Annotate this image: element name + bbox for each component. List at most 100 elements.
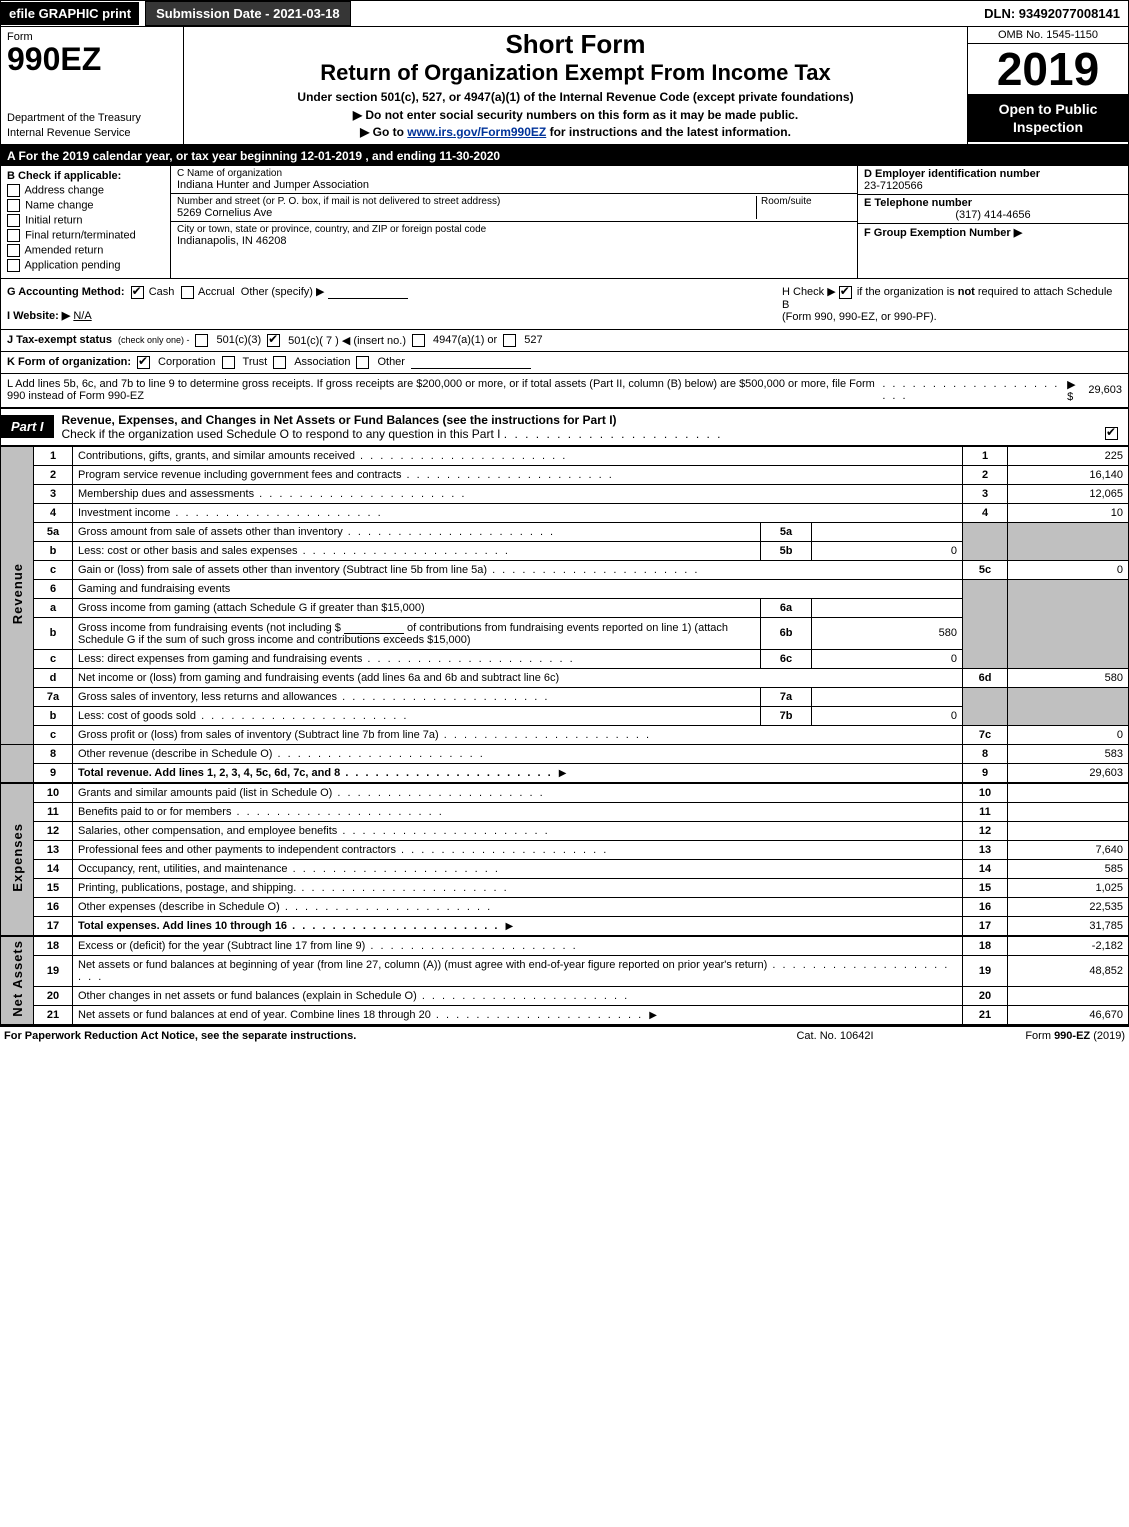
header-right: OMB No. 1545-1150 2019 Open to Public In… xyxy=(967,27,1128,144)
line-17-amount: 31,785 xyxy=(1008,916,1129,936)
header-left: Form 990EZ Department of the Treasury In… xyxy=(1,27,184,144)
part-1-table: Revenue 1 Contributions, gifts, grants, … xyxy=(0,446,1129,1025)
section-h: H Check ▶ if the organization is not req… xyxy=(776,279,1128,329)
paperwork-notice: For Paperwork Reduction Act Notice, see … xyxy=(4,1030,725,1042)
chk-sched-b-not-required[interactable] xyxy=(839,286,852,299)
line-14-amount: 585 xyxy=(1008,859,1129,878)
irs-link[interactable]: www.irs.gov/Form990EZ xyxy=(407,125,546,139)
line-8-amount: 583 xyxy=(1008,744,1129,763)
part-1-label: Part I xyxy=(1,415,54,438)
line-5b-amount: 0 xyxy=(812,541,963,560)
ein-label: D Employer identification number xyxy=(864,168,1122,180)
line-6b-desc: Gross income from fundraising events (no… xyxy=(73,617,761,649)
line-4-amount: 10 xyxy=(1008,503,1129,522)
group-exempt-label: F Group Exemption Number ▶ xyxy=(864,226,1122,239)
tel-value: (317) 414-4656 xyxy=(864,209,1122,221)
chk-association[interactable] xyxy=(273,356,286,369)
ein-value: 23-7120566 xyxy=(864,180,1122,192)
line-18-amount: -2,182 xyxy=(1008,936,1129,956)
tax-year: 2019 xyxy=(968,44,1128,94)
org-city: Indianapolis, IN 46208 xyxy=(177,235,851,247)
section-c: C Name of organization Indiana Hunter an… xyxy=(171,166,858,278)
part-1-header: Part I Revenue, Expenses, and Changes in… xyxy=(0,409,1129,446)
6b-contrib-blank[interactable] xyxy=(344,621,404,634)
line-5c-amount: 0 xyxy=(1008,560,1129,579)
line-10-amount xyxy=(1008,783,1129,803)
section-b: B Check if applicable: Address change Na… xyxy=(1,166,171,278)
chk-final-return[interactable]: Final return/terminated xyxy=(7,229,164,242)
efile-label[interactable]: efile GRAPHIC print xyxy=(1,2,139,25)
open-to-public: Open to Public Inspection xyxy=(968,94,1128,142)
arrow-icon xyxy=(556,767,570,779)
chk-address-change[interactable]: Address change xyxy=(7,184,164,197)
chk-trust[interactable] xyxy=(222,356,235,369)
submission-date: Submission Date - 2021-03-18 xyxy=(145,1,351,26)
line-6b-amount: 580 xyxy=(812,617,963,649)
cat-no: Cat. No. 10642I xyxy=(725,1030,945,1042)
short-form-title: Short Form xyxy=(190,29,961,60)
other-specify-line[interactable] xyxy=(328,286,408,299)
line-6c-amount: 0 xyxy=(812,649,963,668)
chk-cash[interactable] xyxy=(131,286,144,299)
line-12-amount xyxy=(1008,821,1129,840)
line-16-amount: 22,535 xyxy=(1008,897,1129,916)
form-ref: Form 990-EZ (2019) xyxy=(945,1030,1125,1042)
arrow-icon xyxy=(502,920,516,932)
department-label: Department of the Treasury Internal Reve… xyxy=(7,111,177,140)
accounting-method: G Accounting Method: Cash Accrual Other … xyxy=(7,285,770,299)
chk-name-change[interactable]: Name change xyxy=(7,199,164,212)
chk-amended-return[interactable]: Amended return xyxy=(7,244,164,257)
line-20-amount xyxy=(1008,986,1129,1005)
tax-period: A For the 2019 calendar year, or tax yea… xyxy=(0,146,1129,166)
line-7b-amount: 0 xyxy=(812,706,963,725)
net-assets-tab: Net Assets xyxy=(1,936,34,1025)
chk-schedule-o-used[interactable] xyxy=(1105,427,1118,440)
b-label: B Check if applicable: xyxy=(7,170,164,182)
revenue-tab: Revenue xyxy=(1,446,34,744)
dln-label: DLN: 93492077008141 xyxy=(976,2,1128,25)
under-section: Under section 501(c), 527, or 4947(a)(1)… xyxy=(190,90,961,104)
chk-other-org[interactable] xyxy=(356,356,369,369)
row-j: J Tax-exempt status (check only one) - 5… xyxy=(0,330,1129,352)
website-row: I Website: ▶ N/A xyxy=(7,309,770,322)
line-6d-amount: 580 xyxy=(1008,668,1129,687)
chk-501c[interactable] xyxy=(267,334,280,347)
city-label: City or town, state or province, country… xyxy=(177,224,851,235)
chk-accrual[interactable] xyxy=(181,286,194,299)
arrow-icon xyxy=(646,1009,660,1021)
addr-label: Number and street (or P. O. box, if mail… xyxy=(177,196,756,207)
gross-receipts-amount: 29,603 xyxy=(1088,384,1122,396)
line-13-amount: 7,640 xyxy=(1008,840,1129,859)
org-info-block: B Check if applicable: Address change Na… xyxy=(0,166,1129,279)
top-bar: efile GRAPHIC print Submission Date - 20… xyxy=(0,0,1129,27)
line-11-amount xyxy=(1008,802,1129,821)
section-def: D Employer identification number 23-7120… xyxy=(858,166,1128,278)
header-center: Short Form Return of Organization Exempt… xyxy=(184,27,967,144)
return-title: Return of Organization Exempt From Incom… xyxy=(190,60,961,86)
line-2-amount: 16,140 xyxy=(1008,465,1129,484)
chk-501c3[interactable] xyxy=(195,334,208,347)
section-g-i: G Accounting Method: Cash Accrual Other … xyxy=(1,279,776,329)
org-address: 5269 Cornelius Ave xyxy=(177,207,756,219)
part-1-title-block: Revenue, Expenses, and Changes in Net As… xyxy=(54,409,1128,445)
omb-number: OMB No. 1545-1150 xyxy=(968,27,1128,44)
chk-4947[interactable] xyxy=(412,334,425,347)
other-org-line[interactable] xyxy=(411,356,531,369)
chk-initial-return[interactable]: Initial return xyxy=(7,214,164,227)
line-19-amount: 48,852 xyxy=(1008,955,1129,986)
line-21-amount: 46,670 xyxy=(1008,1005,1129,1024)
form-header: Form 990EZ Department of the Treasury In… xyxy=(0,27,1129,146)
org-name: Indiana Hunter and Jumper Association xyxy=(177,179,851,191)
line-9-amount: 29,603 xyxy=(1008,763,1129,783)
ssn-notice: ▶ Do not enter social security numbers o… xyxy=(190,108,961,122)
tel-label: E Telephone number xyxy=(864,197,1122,209)
org-name-label: C Name of organization xyxy=(177,168,851,179)
website-value: N/A xyxy=(73,310,91,322)
chk-corporation[interactable] xyxy=(137,356,150,369)
expenses-tab: Expenses xyxy=(1,783,34,936)
chk-527[interactable] xyxy=(503,334,516,347)
row-gh: G Accounting Method: Cash Accrual Other … xyxy=(0,279,1129,330)
chk-application-pending[interactable]: Application pending xyxy=(7,259,164,272)
line-1-amount: 225 xyxy=(1008,446,1129,465)
goto-notice: ▶ Go to www.irs.gov/Form990EZ for instru… xyxy=(190,125,961,139)
